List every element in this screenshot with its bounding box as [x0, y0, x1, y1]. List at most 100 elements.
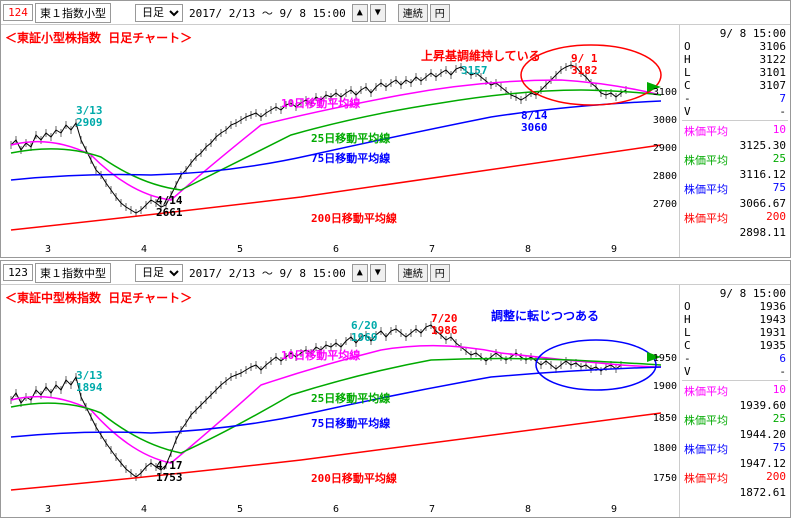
ma-info-val: 3066.67 [682, 197, 788, 210]
ma-label: 10日移動平均線 [281, 95, 360, 111]
ohlc-v: V- [682, 105, 788, 118]
x-tick: 4 [141, 244, 147, 255]
ohlc-L: L3101 [682, 66, 788, 79]
ma-info-row: 株価平均10 [682, 383, 788, 399]
yen-button[interactable]: 円 [430, 4, 450, 22]
x-tick: 7 [429, 244, 435, 255]
ma-info-row: 株価平均75 [682, 181, 788, 197]
info-area: 9/ 8 15:00O3106H3122L3101C3107-7V- 株価平均10… [680, 25, 790, 257]
y-tick: 3000 [653, 115, 677, 126]
ma-label: 25日移動平均線 [311, 130, 390, 146]
chart-panel: 124 東１指数小型 日足 2017/ 2/13 ～ 9/ 8 15:00 ▲ … [0, 0, 791, 258]
ma-info-row: 株価平均10 [682, 123, 788, 139]
chart-annotation: 上昇基調維持している [421, 47, 541, 64]
price-label: 3/132909 [76, 105, 103, 129]
price-label: 6/201969 [351, 320, 378, 344]
ma-label: 75日移動平均線 [311, 150, 390, 166]
ma-info-row: 株価平均200 [682, 470, 788, 486]
x-tick: 3 [45, 244, 51, 255]
panel-body: ＜東証小型株指数 日足チャート＞ 上昇基調維持している 9/ 13182 3/1329… [1, 25, 790, 257]
ma-info-val: 1872.61 [682, 486, 788, 499]
x-tick: 3 [45, 504, 51, 515]
toolbar: 124 東１指数小型 日足 2017/ 2/13 ～ 9/ 8 15:00 ▲ … [1, 1, 790, 25]
panel-body: ＜東証中型株指数 日足チャート＞ 調整に転じつつある 7/201986 3/13189… [1, 285, 790, 517]
price-label: 8/143060 [521, 110, 548, 134]
x-tick: 5 [237, 244, 243, 255]
price-label: 4/142661 [156, 195, 183, 219]
chart-panel: 123 東１指数中型 日足 2017/ 2/13 ～ 9/ 8 15:00 ▲ … [0, 260, 791, 518]
x-tick: 9 [611, 244, 617, 255]
code-box[interactable]: 124 [3, 4, 33, 21]
ma-info-row: 株価平均25 [682, 412, 788, 428]
y-tick: 1800 [653, 443, 677, 454]
ohlc-H: H3122 [682, 53, 788, 66]
chart-annotation: 調整に転じつつある [491, 307, 599, 324]
ma-info-val: 1939.60 [682, 399, 788, 412]
x-tick: 7 [429, 504, 435, 515]
y-tick: 1950 [653, 353, 677, 364]
y-tick: 1900 [653, 381, 677, 392]
chart-area[interactable]: ＜東証中型株指数 日足チャート＞ 調整に転じつつある 7/201986 3/13189… [1, 285, 680, 517]
next-button[interactable]: ▼ [370, 264, 386, 282]
ohlc-time: 9/ 8 15:00 [682, 27, 788, 40]
ma-label: 75日移動平均線 [311, 415, 390, 431]
peak-label: 9/ 13182 [571, 53, 598, 77]
ma-info-row: 株価平均75 [682, 441, 788, 457]
continuous-button[interactable]: 連続 [398, 4, 428, 22]
toolbar: 123 東１指数中型 日足 2017/ 2/13 ～ 9/ 8 15:00 ▲ … [1, 261, 790, 285]
ma-info-val: 2898.11 [682, 226, 788, 239]
date-range: 2017/ 2/13 ～ 9/ 8 15:00 [185, 265, 350, 281]
continuous-button[interactable]: 連続 [398, 264, 428, 282]
price-label: 3/131894 [76, 370, 103, 394]
yen-button[interactable]: 円 [430, 264, 450, 282]
ohlc-H: H1943 [682, 313, 788, 326]
price-label: 4/171753 [156, 460, 183, 484]
ma-info-val: 3125.30 [682, 139, 788, 152]
x-tick: 8 [525, 504, 531, 515]
chart-area[interactable]: ＜東証小型株指数 日足チャート＞ 上昇基調維持している 9/ 13182 3/1329… [1, 25, 680, 257]
chart-title: ＜東証中型株指数 日足チャート＞ [5, 289, 192, 306]
peak-label: 7/201986 [431, 313, 458, 337]
ma-label: 200日移動平均線 [311, 210, 397, 226]
timeframe-select[interactable]: 日足 [135, 264, 183, 282]
x-tick: 9 [611, 504, 617, 515]
chart-title: ＜東証小型株指数 日足チャート＞ [5, 29, 192, 46]
next-button[interactable]: ▼ [370, 4, 386, 22]
prev-button[interactable]: ▲ [352, 4, 368, 22]
ma-info-val: 3116.12 [682, 168, 788, 181]
y-tick: 2900 [653, 143, 677, 154]
code-box[interactable]: 123 [3, 264, 33, 281]
ma-info-row: 株価平均200 [682, 210, 788, 226]
x-tick: 6 [333, 504, 339, 515]
x-tick: 5 [237, 504, 243, 515]
ohlc-C: C1935 [682, 339, 788, 352]
ma-label: 25日移動平均線 [311, 390, 390, 406]
ma-info-row: 株価平均25 [682, 152, 788, 168]
instrument-name[interactable]: 東１指数小型 [35, 3, 111, 23]
ohlc-O: O3106 [682, 40, 788, 53]
ohlc-v: V- [682, 365, 788, 378]
date-range: 2017/ 2/13 ～ 9/ 8 15:00 [185, 5, 350, 21]
ma-label: 200日移動平均線 [311, 470, 397, 486]
y-tick: 3100 [653, 87, 677, 98]
y-tick: 1850 [653, 413, 677, 424]
ohlc-L: L1931 [682, 326, 788, 339]
ma-info-val: 1944.20 [682, 428, 788, 441]
y-tick: 2700 [653, 199, 677, 210]
ohlc-O: O1936 [682, 300, 788, 313]
ohlc-diff: -7 [682, 92, 788, 105]
ohlc-C: C3107 [682, 79, 788, 92]
prev-button[interactable]: ▲ [352, 264, 368, 282]
instrument-name[interactable]: 東１指数中型 [35, 263, 111, 283]
ma-label: 10日移動平均線 [281, 347, 360, 363]
x-tick: 8 [525, 244, 531, 255]
info-area: 9/ 8 15:00O1936H1943L1931C1935-6V- 株価平均10… [680, 285, 790, 517]
x-tick: 4 [141, 504, 147, 515]
x-tick: 6 [333, 244, 339, 255]
ohlc-diff: -6 [682, 352, 788, 365]
ma-info-val: 1947.12 [682, 457, 788, 470]
timeframe-select[interactable]: 日足 [135, 4, 183, 22]
y-tick: 1750 [653, 473, 677, 484]
ohlc-time: 9/ 8 15:00 [682, 287, 788, 300]
price-label: 3157 [461, 65, 488, 77]
